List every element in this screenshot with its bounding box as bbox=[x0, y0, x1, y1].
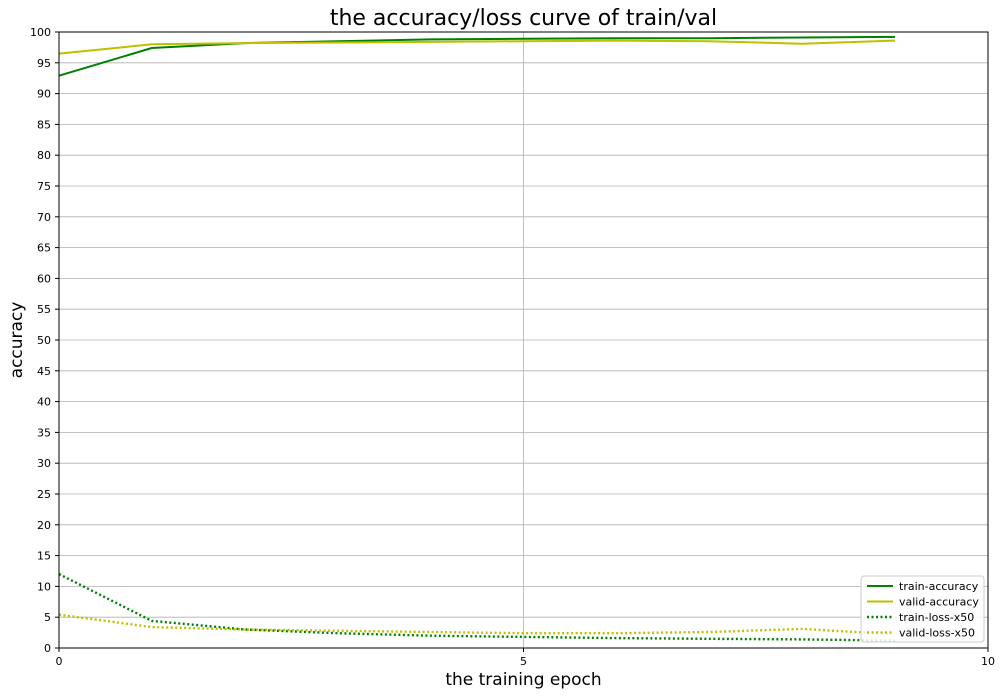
y-tick-label: 10 bbox=[37, 580, 51, 593]
y-tick-label: 60 bbox=[37, 272, 51, 285]
y-tick-label: 15 bbox=[37, 550, 51, 563]
x-tick-label: 10 bbox=[981, 655, 995, 668]
y-tick-label: 80 bbox=[37, 149, 51, 162]
y-tick-label: 5 bbox=[44, 611, 51, 624]
y-axis-label: accuracy bbox=[7, 302, 27, 379]
y-tick-label: 100 bbox=[30, 26, 51, 39]
y-tick-label: 50 bbox=[37, 334, 51, 347]
x-axis-label: the training epoch bbox=[445, 670, 601, 690]
legend: train-accuracy valid-accuracy train-loss-x… bbox=[860, 575, 985, 643]
series-line-train-loss-x50 bbox=[58, 573, 896, 642]
legend-label-train-loss-x50: train-loss-x50 bbox=[899, 611, 974, 624]
y-tick-label: 75 bbox=[37, 180, 51, 193]
y-tick-label: 45 bbox=[37, 365, 51, 378]
y-tick-label: 55 bbox=[37, 303, 51, 316]
legend-label-valid-loss-x50: valid-loss-x50 bbox=[899, 627, 975, 640]
legend-box bbox=[860, 575, 985, 643]
y-tick-label: 95 bbox=[37, 57, 51, 70]
series-line-valid-accuracy bbox=[58, 39, 896, 55]
series-lines bbox=[58, 35, 896, 642]
x-tick-label: 5 bbox=[520, 655, 527, 668]
y-tick-label: 0 bbox=[44, 642, 51, 655]
y-tick-label: 65 bbox=[37, 242, 51, 255]
y-tick-label: 25 bbox=[37, 488, 51, 501]
series-line-train-accuracy bbox=[58, 35, 896, 77]
axis-ticks: 0510152025303540455055606570758085909510… bbox=[30, 26, 995, 668]
y-tick-label: 90 bbox=[37, 88, 51, 101]
y-tick-label: 70 bbox=[37, 211, 51, 224]
series-line-valid-loss-x50 bbox=[58, 613, 896, 636]
y-tick-label: 40 bbox=[37, 396, 51, 409]
y-tick-label: 85 bbox=[37, 118, 51, 131]
chart-title: the accuracy/loss curve of train/val bbox=[330, 6, 717, 31]
y-tick-label: 35 bbox=[37, 426, 51, 439]
x-tick-label: 0 bbox=[56, 655, 63, 668]
legend-label-valid-accuracy: valid-accuracy bbox=[899, 596, 979, 609]
y-tick-label: 30 bbox=[37, 457, 51, 470]
legend-label-train-accuracy: train-accuracy bbox=[899, 580, 979, 593]
grid bbox=[58, 31, 989, 649]
y-tick-label: 20 bbox=[37, 519, 51, 532]
